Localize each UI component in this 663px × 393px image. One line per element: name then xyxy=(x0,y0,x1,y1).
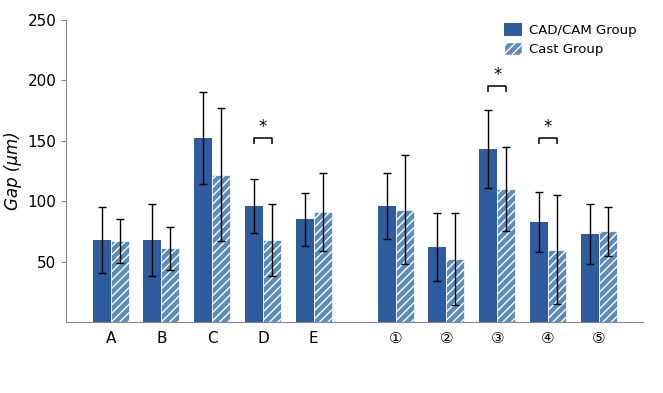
Bar xyxy=(581,234,599,322)
Bar xyxy=(396,210,414,322)
Text: *: * xyxy=(544,118,552,136)
Bar xyxy=(446,259,465,322)
Bar xyxy=(93,240,111,322)
Bar xyxy=(296,219,314,322)
Bar xyxy=(599,231,617,322)
Text: *: * xyxy=(493,66,501,84)
Bar xyxy=(111,241,129,322)
Bar xyxy=(245,206,263,322)
Bar xyxy=(530,222,548,322)
Bar xyxy=(263,240,281,322)
Bar xyxy=(212,174,230,322)
Text: *: * xyxy=(259,118,267,136)
Bar xyxy=(479,149,497,322)
Bar xyxy=(428,247,446,322)
Bar xyxy=(161,248,180,322)
Bar xyxy=(314,212,332,322)
Bar xyxy=(497,189,515,322)
Legend: CAD/CAM Group, Cast Group: CAD/CAM Group, Cast Group xyxy=(504,23,636,56)
Bar xyxy=(143,240,161,322)
Y-axis label: Gap (μm): Gap (μm) xyxy=(4,132,22,210)
Bar xyxy=(194,138,212,322)
Bar xyxy=(377,206,396,322)
Bar xyxy=(548,250,566,322)
